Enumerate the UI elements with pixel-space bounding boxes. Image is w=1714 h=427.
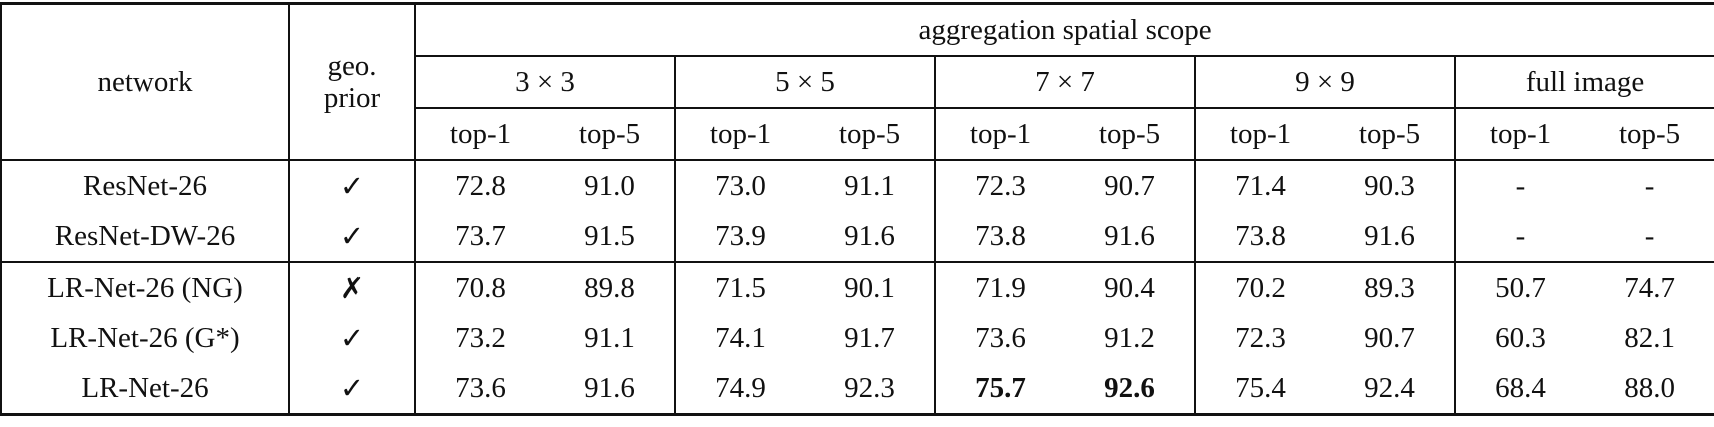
network-name: ResNet-26	[0, 160, 290, 211]
table-body: network geo. prior aggregation spatial sco…	[0, 2, 1714, 416]
geo-prior-header: geo. prior	[289, 2, 416, 161]
value-cell: 72.8	[455, 169, 506, 202]
value-cell: 73.0	[674, 160, 805, 211]
value-cell: 91.6	[1325, 211, 1455, 263]
value-cell: 91.6	[805, 211, 935, 263]
table-row: LR-Net-26 ✓ 73.6 91.6 74.9 92.3 75.7 92.6 75.4 92…	[0, 363, 1714, 416]
value-cell: 90.1	[844, 271, 895, 304]
metric-header: top-5	[1585, 108, 1714, 161]
value-cell: 90.7	[1104, 169, 1155, 202]
metric-header: top-5	[1325, 108, 1455, 161]
value-cell: 73.8	[934, 211, 1065, 263]
value-cell: 72.3	[934, 160, 1065, 211]
value-cell: 92.6	[1065, 363, 1195, 416]
value-cell: 71.5	[674, 262, 805, 313]
geo-prior: ✗	[289, 262, 416, 313]
value-cell: 82.1	[1585, 313, 1714, 363]
value-cell: 91.5	[545, 211, 675, 263]
value-cell: -	[1454, 160, 1585, 211]
value-cell: 70.2	[1194, 262, 1325, 313]
value-cell: 50.7	[1454, 262, 1585, 313]
metric-header: top-1	[674, 108, 805, 161]
value-cell: 75.4	[1194, 363, 1325, 416]
network-name: LR-Net-26	[0, 363, 290, 416]
geo-prior: ✓	[289, 363, 416, 416]
table-row: top-1 top-5 top-1 top-5 top-1 top-5 top-1 top-5…	[1, 108, 1714, 161]
table-row: LR-Net-26 (NG) ✗ 70.8 89.8 71.5 90.1 71.9 90.4 7…	[0, 262, 1714, 313]
value-cell: 74.9	[674, 363, 805, 416]
table-row: LR-Net-26 (G*) ✓ 73.2 91.1 74.1 91.7 73.6 91.2 7…	[0, 313, 1714, 363]
value-cell: 91.0	[584, 169, 635, 202]
value-cell: 75.7	[934, 363, 1065, 416]
scope-size: 5 × 5	[674, 56, 935, 109]
value-cell: 70.8	[455, 271, 506, 304]
network-header: network	[0, 2, 290, 161]
table-row: network geo. prior aggregation spatial sco…	[0, 2, 1714, 161]
value-cell: 92.4	[1325, 363, 1455, 416]
value-cell: 92.3	[805, 363, 935, 416]
value-cell: -	[1585, 160, 1714, 211]
scope-size: 3 × 3	[415, 56, 675, 109]
value-cell: 73.8	[1194, 211, 1325, 263]
value-cell: 88.0	[1585, 363, 1714, 416]
value-cell: 73.9	[674, 211, 805, 263]
value-cell: 91.6	[1065, 211, 1195, 263]
scope-size: 9 × 9	[1194, 56, 1455, 109]
value-cell: 89.3	[1364, 271, 1415, 304]
metric-header: top-5	[1065, 108, 1195, 161]
value-cell: -	[1585, 211, 1714, 263]
value-cell: 73.2	[455, 321, 506, 354]
scope-header: aggregation spatial scope	[415, 2, 1714, 57]
metric-header: top-1	[934, 108, 1065, 161]
value-cell: 90.3	[1364, 169, 1415, 202]
network-name: ResNet-DW-26	[0, 211, 290, 263]
value-cell: 71.4	[1194, 160, 1325, 211]
metric-header: top-5	[805, 108, 935, 161]
table-row: ResNet-26 ✓ 72.8 91.0 73.0 91.1 72.3 90.7 71.4 90…	[0, 160, 1714, 211]
value-cell: 91.2	[1104, 321, 1155, 354]
value-cell: 73.7	[415, 211, 545, 263]
metric-header: top-1	[415, 108, 545, 161]
metric-header: top-1	[1194, 108, 1325, 161]
value-cell: 74.1	[674, 313, 805, 363]
value-cell: 73.6	[415, 363, 545, 416]
value-cell: 90.7	[1364, 321, 1415, 354]
table-row: ResNet-DW-26 ✓ 73.7 91.5 73.9 91.6 73.8 91.6 73.…	[0, 211, 1714, 263]
scope-size: full image	[1453, 56, 1714, 109]
value-cell: 71.9	[934, 262, 1065, 313]
value-cell: 72.3	[1194, 313, 1325, 363]
value-cell: 91.7	[844, 321, 895, 354]
value-cell: 90.4	[1104, 271, 1155, 304]
value-cell: -	[1454, 211, 1585, 263]
metric-header: top-1	[1454, 108, 1585, 161]
value-cell: 73.6	[934, 313, 1065, 363]
geo-prior: ✓	[289, 160, 416, 211]
value-cell: 74.7	[1585, 262, 1714, 313]
network-name: LR-Net-26 (NG)	[0, 262, 290, 313]
value-cell: 91.6	[545, 363, 675, 416]
results-table: network geo. prior aggregation spatial sco…	[0, 2, 1714, 416]
value-cell: 60.3	[1454, 313, 1585, 363]
value-cell: 68.4	[1454, 363, 1585, 416]
geo-prior: ✓	[289, 313, 416, 363]
network-name: LR-Net-26 (G*)	[0, 313, 290, 363]
value-cell: 91.1	[584, 321, 635, 354]
value-cell: 89.8	[584, 271, 635, 304]
geo-prior: ✓	[289, 211, 416, 263]
metric-header: top-5	[545, 108, 675, 161]
geo-prior-text: geo. prior	[323, 49, 381, 114]
scope-size: 7 × 7	[934, 56, 1195, 109]
value-cell: 91.1	[844, 169, 895, 202]
